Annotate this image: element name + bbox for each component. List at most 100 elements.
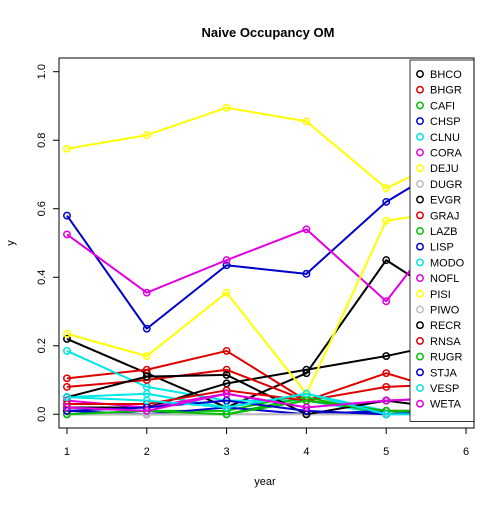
data-point-bhgr — [63, 374, 71, 383]
data-point-bhco — [382, 256, 391, 265]
series-line-evgr — [66, 337, 467, 409]
y-tick-label: 0.0 — [36, 407, 48, 422]
legend-marker-rnsa — [416, 336, 424, 345]
legend-marker-bhgr — [416, 85, 424, 94]
legend-label-deju: DEJU — [430, 163, 459, 175]
legend-label-cafi: CAFI — [430, 100, 455, 112]
data-point-evgr — [382, 352, 391, 361]
x-axis-label: year — [254, 476, 276, 488]
plot-area — [63, 103, 470, 419]
legend-marker-cafi — [416, 101, 424, 110]
chart-title: Naive Occupancy OM — [202, 25, 335, 40]
legend-label-chsp: CHSP — [430, 116, 461, 128]
x-tick-label: 2 — [144, 446, 150, 458]
data-point-evgr — [302, 365, 311, 374]
data-point-pisi — [63, 329, 71, 338]
legend-label-bhco: BHCO — [430, 69, 462, 81]
legend-marker-lazb — [416, 227, 424, 235]
data-point-graj — [382, 382, 391, 391]
legend-marker-weta — [416, 399, 424, 408]
legend-label-modo: MODO — [430, 257, 465, 269]
data-point-recr — [222, 370, 231, 379]
series-line-graj — [66, 368, 467, 402]
legend-marker-evgr — [416, 195, 424, 204]
data-point-cora — [302, 225, 311, 234]
data-point-cora — [222, 256, 231, 265]
data-point-deju — [142, 131, 151, 140]
legend-marker-bhco — [416, 70, 424, 78]
x-tick-label: 6 — [463, 446, 469, 458]
data-point-vesp — [142, 396, 151, 405]
series-line-cora — [66, 197, 467, 303]
legend-label-rnsa: RNSA — [430, 336, 461, 348]
data-point-graj — [222, 365, 231, 374]
legend-label-recr: RECR — [430, 320, 461, 332]
legend-label-dugr: DUGR — [430, 179, 462, 191]
data-point-vesp — [63, 393, 71, 402]
x-tick-label: 4 — [303, 446, 309, 458]
data-point-cora — [63, 230, 71, 239]
legend-label-lazb: LAZB — [430, 226, 458, 238]
data-point-bhgr — [382, 369, 391, 378]
legend-label-nofl: NOFL — [430, 273, 459, 285]
legend-marker-pisi — [416, 289, 424, 298]
data-point-weta — [63, 403, 71, 412]
series-line-weta — [66, 392, 467, 412]
series-line-deju — [66, 106, 467, 190]
data-point-vesp — [222, 403, 231, 412]
data-point-vesp — [302, 389, 311, 398]
legend-marker-chsp — [416, 117, 424, 126]
data-point-vesp — [382, 410, 391, 419]
data-point-weta — [302, 403, 311, 412]
y-tick-label: 0.6 — [36, 201, 48, 216]
data-point-weta — [222, 389, 231, 398]
data-point-weta — [382, 396, 391, 405]
series-line-chsp — [66, 153, 467, 330]
legend-label-weta: WETA — [430, 399, 462, 411]
legend-marker-vesp — [416, 384, 424, 392]
data-point-chsp — [222, 261, 231, 270]
legend-label-pisi: PISI — [430, 289, 451, 301]
data-point-graj — [63, 382, 71, 391]
legend-marker-piwo — [416, 305, 424, 314]
y-axis-label: y — [5, 240, 17, 246]
data-point-chsp — [302, 269, 311, 278]
legend-label-stja: STJA — [430, 367, 458, 379]
data-point-pisi — [382, 216, 391, 225]
legend-label-piwo: PIWO — [430, 305, 460, 317]
legend: BHCO BHGR CAFI CHSP CLNU CORA DEJU DUGR EVGR GRAJ… — [409, 59, 475, 422]
data-point-recr — [142, 372, 151, 381]
y-tick-label: 0.4 — [36, 270, 48, 285]
series-line-bhco — [66, 259, 467, 409]
data-point-bhgr — [222, 346, 231, 355]
plot-frame — [58, 57, 475, 429]
legend-marker-recr — [416, 321, 424, 330]
legend-label-evgr: EVGR — [430, 195, 461, 207]
legend-marker-lisp — [416, 242, 424, 251]
legend-label-clnu: CLNU — [430, 132, 460, 144]
data-point-clnu — [63, 346, 71, 355]
data-point-pisi — [222, 288, 231, 297]
data-point-deju — [302, 117, 311, 126]
x-tick-label: 1 — [64, 446, 70, 458]
legend-marker-stja — [416, 368, 424, 377]
legend-marker-graj — [416, 211, 424, 220]
legend-marker-rugr — [416, 352, 424, 361]
legend-marker-dugr — [416, 179, 424, 188]
legend-label-vesp: VESP — [430, 383, 459, 395]
legend-label-lisp: LISP — [430, 242, 454, 254]
x-tick-label: 5 — [383, 446, 389, 458]
legend-label-bhgr: BHGR — [430, 85, 462, 97]
data-point-chsp — [63, 211, 71, 220]
data-point-cora — [142, 288, 151, 297]
data-point-chsp — [382, 197, 391, 206]
data-point-pisi — [142, 352, 151, 361]
y-tick-label: 0.8 — [36, 133, 48, 148]
y-tick-label: 1.0 — [36, 64, 48, 79]
x-tick-label: 3 — [224, 446, 230, 458]
data-point-weta — [142, 406, 151, 415]
y-tick-label: 0.2 — [36, 338, 48, 353]
legend-label-graj: GRAJ — [430, 210, 459, 222]
data-point-chsp — [142, 324, 151, 333]
